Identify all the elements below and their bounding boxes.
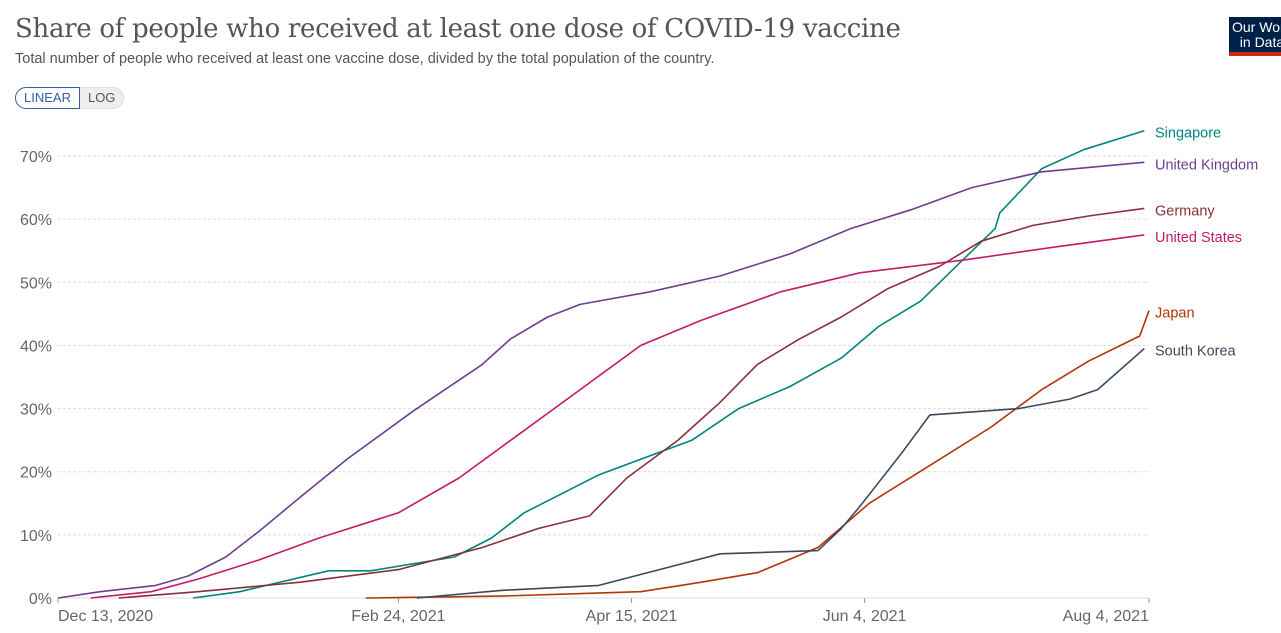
series-label: United Kingdom [1155, 157, 1258, 173]
y-tick-label: 20% [20, 465, 52, 482]
series-line-south-korea [416, 347, 1145, 599]
x-tick-label: Dec 13, 2020 [58, 608, 153, 625]
x-tick-label: Apr 15, 2021 [586, 608, 678, 625]
y-tick-label: 40% [20, 338, 52, 355]
y-tick-label: 50% [20, 275, 52, 292]
series-label: United States [1155, 230, 1242, 246]
linear-scale-button[interactable]: LINEAR [15, 87, 80, 109]
y-tick-label: 70% [20, 149, 52, 166]
x-tick-label: Feb 24, 2021 [351, 608, 445, 625]
y-tick-label: 30% [20, 402, 52, 419]
chart-subtitle: Total number of people who received at l… [15, 51, 715, 67]
scale-toggle: LINEAR LOG [15, 87, 125, 109]
series-label: Japan [1155, 306, 1195, 322]
series-label: Singapore [1155, 126, 1221, 142]
x-tick-label: Jun 4, 2021 [823, 608, 907, 625]
y-tick-label: 0% [29, 591, 52, 608]
y-tick-label: 60% [20, 212, 52, 229]
owid-logo[interactable]: Our World in Data [1229, 17, 1281, 56]
log-scale-button[interactable]: LOG [79, 87, 125, 109]
series-line-united-states [90, 234, 1145, 599]
series-line-germany [118, 207, 1145, 599]
x-tick-label: Aug 4, 2021 [1063, 608, 1149, 625]
chart-title: Share of people who received at least on… [15, 14, 901, 44]
y-tick-label: 10% [20, 528, 52, 545]
series-label: South Korea [1155, 344, 1237, 360]
series-line-japan [365, 310, 1150, 599]
series-line-singapore [193, 129, 1145, 599]
series-line-united-kingdom [57, 161, 1145, 599]
series-label: Germany [1155, 203, 1215, 219]
